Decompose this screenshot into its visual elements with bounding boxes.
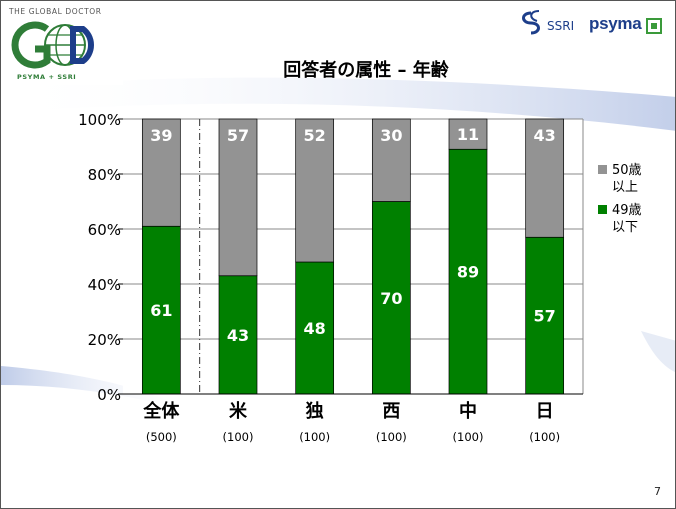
bar-over50 [295, 118, 335, 263]
data-label-under49: 43 [227, 326, 249, 345]
sample-size-label: (100) [223, 430, 254, 444]
category-label: 中 [459, 400, 477, 422]
data-label-over50: 43 [534, 126, 556, 145]
bar-under49 [218, 275, 258, 395]
y-tick-label: 60% [88, 221, 121, 239]
y-tick-label: 20% [88, 331, 121, 349]
ssri-wordmark: SSRI [547, 19, 575, 33]
sample-size-label: (500) [146, 430, 177, 444]
sample-size-label: (100) [299, 430, 330, 444]
data-label-under49: 48 [304, 319, 326, 338]
plot-area [123, 119, 583, 394]
page-number: 7 [654, 485, 661, 498]
slide-title: 回答者の属性 – 年齢 [283, 60, 449, 81]
bar-over50 [371, 118, 411, 202]
global-doctor-logo: THE GLOBAL DOCTOR PSYMA + SSRI [7, 5, 127, 87]
bar-under49 [141, 225, 181, 395]
gd-globe-icon [9, 19, 123, 85]
bar-under49 [371, 201, 411, 395]
data-label-under49: 70 [380, 289, 402, 308]
category-label: 全体 [142, 400, 180, 422]
data-label-over50: 30 [380, 126, 402, 145]
data-label-over50: 11 [457, 125, 479, 144]
data-label-under49: 61 [150, 301, 172, 320]
category-label: 独 [306, 400, 324, 422]
legend-swatch [598, 165, 607, 174]
legend-label: 50歳 [612, 163, 642, 178]
sample-size-label: (100) [453, 430, 484, 444]
logo-tagline: THE GLOBAL DOCTOR [9, 7, 102, 16]
y-tick-label: 40% [88, 276, 121, 294]
data-label-under49: 57 [534, 307, 556, 326]
category-label: 西 [382, 401, 400, 422]
bar-under49 [448, 148, 488, 395]
legend-label: 49歳 [612, 203, 642, 218]
data-label-under49: 89 [457, 263, 479, 282]
psyma-wordmark: psyma [589, 14, 642, 33]
legend-label: 以上 [612, 180, 638, 195]
bar-under49 [525, 236, 565, 395]
bar-under49 [295, 261, 335, 395]
data-label-over50: 52 [304, 126, 326, 145]
y-tick-label: 80% [88, 166, 121, 184]
logo-subtitle: PSYMA + SSRI [17, 73, 77, 81]
data-label-over50: 39 [150, 126, 172, 145]
sample-size-label: (100) [529, 430, 560, 444]
category-label: 米 [229, 400, 248, 422]
data-label-over50: 57 [227, 126, 249, 145]
legend-label: 以下 [612, 220, 638, 235]
bar-over50 [448, 118, 488, 150]
bar-over50 [218, 118, 258, 277]
legend-swatch [598, 205, 607, 214]
ssri-swirl-icon [522, 10, 662, 35]
bar-over50 [525, 118, 565, 238]
category-label: 日 [536, 401, 554, 422]
sample-size-label: (100) [376, 430, 407, 444]
ssri-psyma-logo: SSRI psyma [517, 5, 667, 41]
y-tick-label: 100% [78, 111, 121, 129]
y-tick-label: 0% [97, 386, 121, 404]
bar-over50 [141, 118, 181, 227]
